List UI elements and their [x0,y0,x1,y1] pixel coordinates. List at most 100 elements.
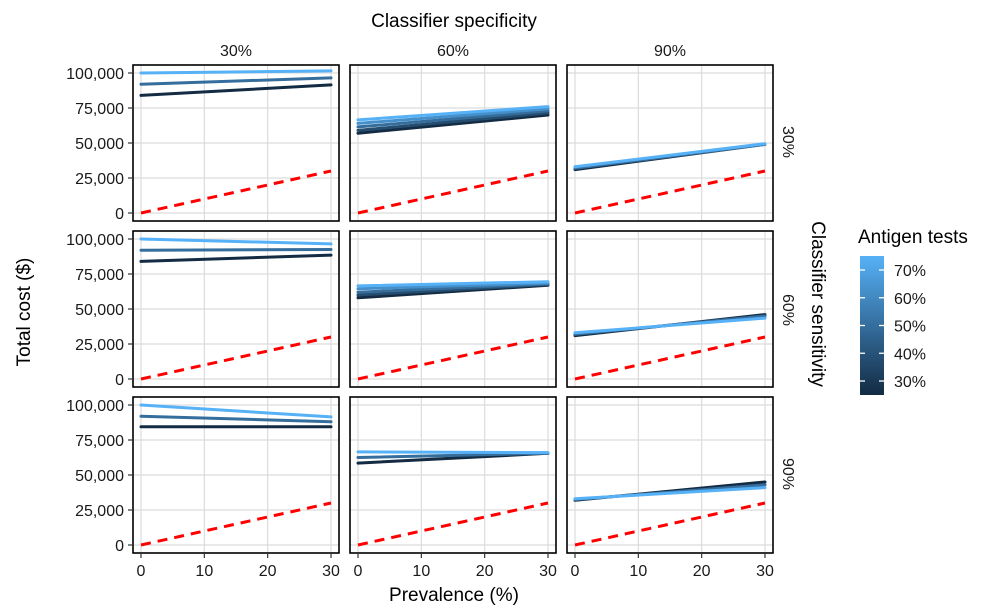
series-line-50 [356,451,550,459]
reference-line [140,169,332,215]
panel-border [349,230,557,388]
legend-label: 50% [894,319,926,336]
series-line-50 [139,76,333,86]
col-strip-label-30: 30% [220,43,252,60]
panel-lines [573,480,767,547]
series-line-70 [139,403,333,419]
series-line-30 [356,113,550,135]
y-tick-label: 100,000 [66,66,124,83]
panel-lines [139,237,333,381]
x-tick-label: 10 [629,563,647,580]
panel-border [566,64,774,222]
facet-panel-r0-c2 [566,64,774,222]
panel-lines [139,69,333,215]
panel-border [566,230,774,388]
reference-line [140,335,332,381]
series-line-50 [139,248,333,252]
reference-line [574,169,766,215]
top-strip-title: Classifier specificity [371,11,537,32]
series-line-50 [356,109,550,129]
y-tick-label: 25,000 [75,337,124,354]
series-line-70 [356,450,550,455]
facet-panel-r2-c1: 0 10 20 30 [349,396,557,580]
reference-line [574,501,766,547]
series-line-60 [356,107,550,125]
x-tick-label: 10 [412,563,430,580]
x-tick-label: 30 [756,563,774,580]
y-tick-label: 75,000 [75,101,124,118]
facet-panel-r0-c1 [349,64,557,222]
right-strip-title: Classifier sensitivity [807,221,828,387]
legend: Antigen tests 70% 60% 50% 40% 30% [858,227,968,395]
x-tick-label: 20 [259,563,277,580]
facet-panel-r0-c0: 0 25,000 50,000 75,000 100,000 [66,64,340,223]
col-strip-label-90: 90% [654,43,686,60]
col-strip-label-60: 60% [437,43,469,60]
y-axis-title: Total cost ($) [14,258,35,367]
series-line-70 [139,69,333,75]
x-axis-title: Prevalence (%) [389,585,519,606]
y-tick-label: 0 [115,372,124,389]
panel-lines [573,313,767,381]
series-line-40 [356,111,550,132]
facet-panel-r1-c2 [566,230,774,388]
legend-title: Antigen tests [858,227,968,248]
series-line-30 [139,253,333,263]
series-line-60 [356,281,550,291]
reference-line [140,501,332,547]
x-tick-label: 30 [539,563,557,580]
series-line-30 [139,83,333,97]
x-tick-label: 10 [195,563,213,580]
legend-label: 40% [894,346,926,363]
panel-border [349,396,557,554]
row-strip-label-30: 30% [779,126,796,158]
reference-line [574,335,766,381]
reference-line [357,501,549,547]
x-tick-label: 20 [476,563,494,580]
y-tick-label: 75,000 [75,267,124,284]
panel-lines [356,280,550,381]
facet-panel-r1-c0: 0 25,000 50,000 75,000 100,000 [66,230,340,389]
y-tick-label: 100,000 [66,232,124,249]
y-tick-label: 75,000 [75,433,124,450]
y-tick-label: 25,000 [75,171,124,188]
panel-lines [356,450,550,547]
legend-label: 30% [894,374,926,391]
x-tick-label: 30 [322,563,340,580]
y-tick-label: 25,000 [75,503,124,520]
x-tick-label: 0 [571,563,580,580]
panel-border [349,64,557,222]
x-tick-label: 0 [137,563,146,580]
reference-line [357,169,549,215]
panel-lines [139,403,333,547]
panel-lines [573,142,767,215]
panel-lines [356,105,550,215]
facet-panel-r1-c1 [349,230,557,388]
series-line-70 [573,316,767,335]
series-line-70 [356,280,550,288]
series-line-70 [573,486,767,501]
y-tick-label: 50,000 [75,468,124,485]
series-line-70 [573,142,767,169]
y-tick-label: 50,000 [75,136,124,153]
series-line-50 [139,414,333,424]
facet-panel-r2-c0: 0 25,000 50,000 75,000 100,000 0 10 20 30 [66,396,340,580]
series-line-70 [356,105,550,122]
reference-line [357,335,549,381]
series-line-70 [139,237,333,246]
row-strip-label-90: 90% [779,458,796,490]
row-strip-label-60: 60% [779,294,796,326]
x-tick-label: 0 [354,563,363,580]
legend-label: 60% [894,291,926,308]
legend-label: 70% [894,263,926,280]
facet-panel-r2-c2: 0 10 20 30 [566,396,774,580]
x-tick-label: 20 [693,563,711,580]
facet-panels: 0 25,000 50,000 75,000 100,000 0 25,000 50,000 7… [66,64,774,580]
legend-ticks: 70% 60% 50% 40% 30% [860,263,926,391]
y-tick-label: 0 [115,538,124,555]
panel-border [566,396,774,554]
y-tick-label: 100,000 [66,398,124,415]
y-tick-label: 0 [115,206,124,223]
y-tick-label: 50,000 [75,302,124,319]
